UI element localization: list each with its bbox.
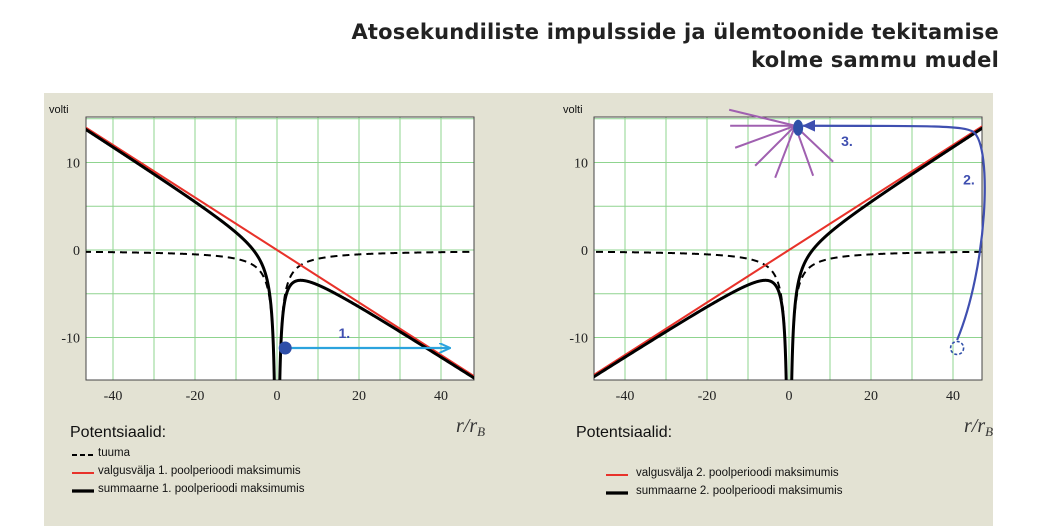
right-legend-entry-0: valgusvälja 2. poolperioodi maksimumis: [636, 467, 839, 479]
left-xtick-label: -40: [104, 389, 123, 404]
left-series-nucleus-right: [278, 250, 474, 380]
left-xtick-label: -20: [186, 389, 205, 404]
right-xtick-label: 40: [946, 389, 960, 404]
right-frame: [593, 116, 983, 381]
left-legend-entry-2: summaarne 1. poolperioodi maksimumis: [98, 483, 305, 495]
right-ytick-label: 0: [581, 244, 588, 259]
left-legend-entry-0: tuuma: [98, 447, 130, 459]
right-chart: -40 -20 0 20 40 10 0 -10 r/rB 2. 3.: [569, 108, 993, 439]
right-xlabel-sub: B: [985, 424, 993, 439]
emission-ray: [774, 125, 797, 179]
step-2-label: 2.: [963, 171, 975, 187]
right-series-laser: [594, 125, 982, 377]
left-series-total-right: [278, 278, 474, 380]
right-xtick-label: 0: [786, 389, 793, 404]
title-line-2: kolme sammu mudel: [751, 48, 999, 72]
right-legend-entry-1: summaarne 2. poolperioodi maksimumis: [636, 485, 843, 497]
emission-ray: [728, 108, 796, 127]
right-xtick-label: 20: [864, 389, 878, 404]
step-3-label: 3.: [841, 133, 853, 149]
left-ytick-label: 0: [73, 244, 80, 259]
left-ylabel: volti: [49, 104, 69, 116]
left-xtick-label: 40: [434, 389, 448, 404]
right-series-nucleus-right: [790, 250, 982, 380]
return-arrow: [802, 119, 986, 341]
left-xtick-label: 20: [352, 389, 366, 404]
left-legend-entry-1: valgusvälja 1. poolperioodi maksimumis: [98, 465, 301, 477]
right-xtick-label: -20: [698, 389, 717, 404]
emission-ray: [754, 125, 796, 167]
left-ytick-label: -10: [61, 332, 80, 347]
step-1-label: 1.: [339, 325, 351, 341]
page-title: Atosekundiliste impulsside ja ülemtoonid…: [351, 18, 999, 74]
left-series-group: [86, 126, 474, 380]
left-xtick-label: 0: [274, 389, 281, 404]
left-legend-title: Potentsiaalid:: [70, 424, 167, 441]
right-ytick-label: 10: [574, 157, 588, 172]
electron-start-marker: [949, 340, 965, 356]
left-series-total-left: [86, 127, 276, 380]
right-legend-title: Potentsiaalid:: [576, 424, 673, 441]
right-ylabel: volti: [563, 104, 583, 116]
left-chart: -40 -20 0 20 40 10 0 -10 r/rB 1.: [61, 116, 485, 439]
left-series-laser: [86, 126, 474, 378]
right-xlabel: r/rB: [964, 415, 993, 439]
electron-marker: [278, 341, 292, 355]
right-series-total-left: [594, 278, 788, 380]
right-series-total-right: [790, 126, 982, 380]
right-ytick-label: -10: [569, 332, 588, 347]
left-ytick-label: 10: [66, 157, 80, 172]
left-xlabel: r/rB: [456, 415, 485, 439]
right-series-group: [594, 125, 982, 380]
left-series-nucleus-left: [86, 250, 276, 380]
right-series-nucleus-left: [594, 250, 788, 380]
title-line-1: Atosekundiliste impulsside ja ülemtoonid…: [351, 20, 999, 44]
emission-ray: [734, 124, 796, 149]
left-xlabel-sub: B: [477, 424, 485, 439]
recombining-electron: [793, 119, 804, 136]
right-xtick-label: -40: [616, 389, 635, 404]
